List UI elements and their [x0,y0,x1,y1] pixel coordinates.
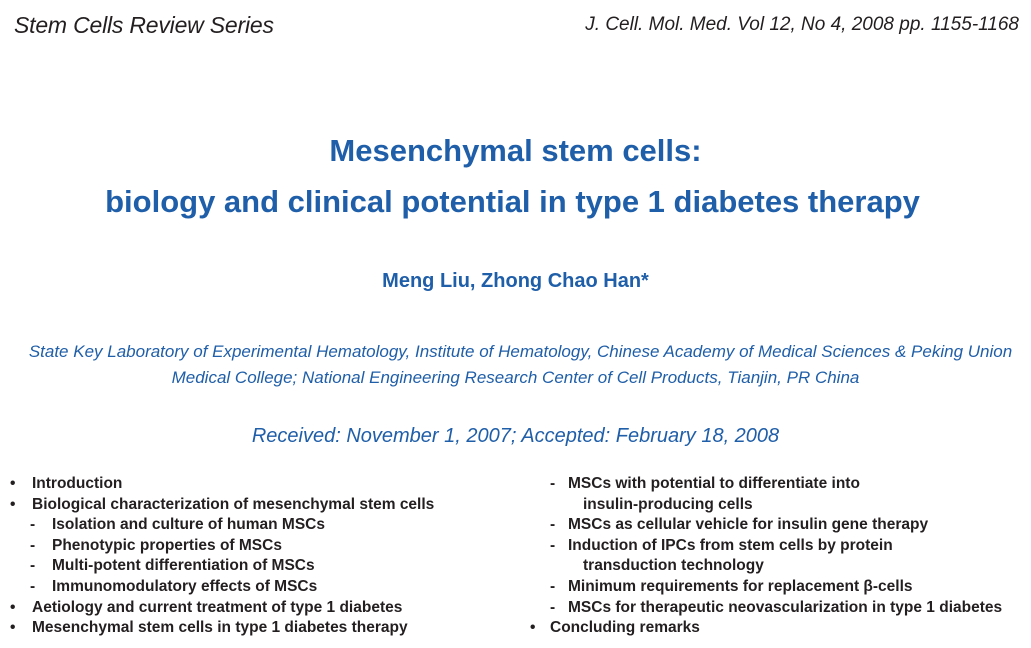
dash-marker: - [550,577,556,595]
toc-item-label: Multi-potent differentiation of MSCs [52,557,315,575]
dash-marker: - [550,516,556,534]
affiliation-line-1: State Key Laboratory of Experimental Hem… [28,342,1013,361]
toc-item-label: MSCs for therapeutic neovascularization … [568,598,1003,616]
toc-item: • Concluding remarks [530,618,1020,639]
toc-item: • Introduction [10,474,510,495]
toc-item-label: Mesenchymal stem cells in type 1 diabete… [32,619,408,637]
received-accepted-dates: Received: November 1, 2007; Accepted: Fe… [251,425,780,447]
toc-item: • Aetiology and current treatment of type… [10,598,510,619]
toc-item: insulin-producing cells [530,495,1020,516]
toc-item: - Minimum requirements for replacement β-… [530,577,1020,598]
dash-marker: - [30,516,36,534]
toc-item-label: MSCs as cellular vehicle for insulin gen… [568,516,929,534]
bullet-marker: • [530,619,536,637]
bullet-marker: • [10,598,16,616]
bullet-marker: • [10,619,16,637]
toc-item-label: Immunomodulatory effects of MSCs [52,577,318,595]
toc-item: - Isolation and culture of human MSCs [10,515,510,536]
toc-item-label: Biological characterization of mesenchym… [32,495,435,513]
table-of-contents-right: - MSCs with potential to differentiate in… [530,474,1020,639]
affiliation-line-2: Medical College; National Engineering Re… [171,368,860,387]
bullet-marker: • [10,495,16,513]
bullet-marker: • [10,475,16,492]
toc-item-label: Minimum requirements for replacement β-c… [568,577,913,595]
toc-item: - MSCs with potential to differentiate in… [530,474,1020,495]
journal-citation: J. Cell. Mol. Med. Vol 12, No 4, 2008 pp… [585,14,1019,35]
toc-item-label: insulin-producing cells [583,495,753,513]
dash-marker: - [30,536,36,554]
toc-item: - Immunomodulatory effects of MSCs [10,577,510,598]
dash-marker: - [550,598,556,616]
journal-series: Stem Cells Review Series [14,12,274,38]
toc-item-label: Aetiology and current treatment of type … [32,598,403,616]
toc-item: transduction technology [530,556,1020,577]
toc-item-label: Concluding remarks [550,619,700,637]
dash-marker: - [550,475,556,492]
toc-item: - MSCs as cellular vehicle for insulin ge… [530,515,1020,536]
toc-item: • Biological characterization of mesenchy… [10,495,510,516]
authors: Meng Liu, Zhong Chao Han* [382,270,649,292]
toc-item-label: Induction of IPCs from stem cells by pro… [568,536,893,554]
toc-item-label: Phenotypic properties of MSCs [52,536,282,554]
toc-item: - Induction of IPCs from stem cells by pr… [530,536,1020,557]
paper-title-line-2: biology and clinical potential in type 1… [105,184,920,219]
dash-marker: - [550,536,556,554]
toc-item-label: Isolation and culture of human MSCs [52,516,325,534]
toc-item: • Mesenchymal stem cells in type 1 diabet… [10,618,510,639]
dash-marker: - [30,577,36,595]
table-of-contents-left: • Introduction • Biological characterizatio… [10,474,510,639]
toc-item: - Multi-potent differentiation of MSCs [10,556,510,577]
toc-item-label: Introduction [32,475,123,492]
toc-item-label: transduction technology [583,557,764,575]
toc-item-label: MSCs with potential to differentiate int… [568,475,860,492]
toc-item: - Phenotypic properties of MSCs [10,536,510,557]
dash-marker: - [30,557,36,575]
paper-title-line-1: Mesenchymal stem cells: [329,133,702,168]
toc-item: - MSCs for therapeutic neovascularization… [530,598,1020,619]
